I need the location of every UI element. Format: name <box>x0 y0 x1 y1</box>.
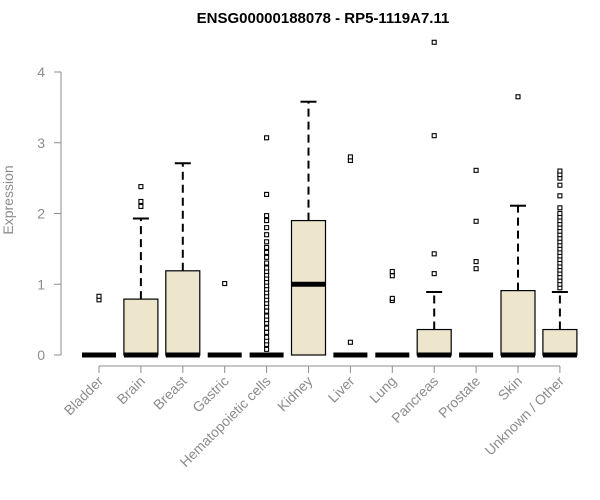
y-tick-label: 3 <box>37 135 45 151</box>
outlier-point <box>557 210 563 217</box>
outlier-point <box>557 182 563 188</box>
y-axis: 0 1 2 3 4 <box>37 64 62 363</box>
outlier-point <box>473 218 479 224</box>
outlier-point <box>138 198 144 205</box>
outlier-point <box>557 168 563 174</box>
y-tick-label: 2 <box>37 206 45 222</box>
box-group <box>500 94 536 358</box>
box-group <box>123 184 159 358</box>
outlier-point <box>347 339 353 345</box>
y-axis-label: Expression <box>0 165 16 234</box>
outlier-point <box>138 203 144 209</box>
outlier-point <box>389 295 395 301</box>
box-group <box>82 293 116 358</box>
box-group <box>207 280 242 358</box>
outlier-point <box>264 225 270 231</box>
x-tick-label: Prostate <box>435 373 483 421</box>
box-group <box>249 135 284 358</box>
outlier-point <box>264 213 270 219</box>
y-tick-label: 1 <box>37 276 45 292</box>
box-group <box>290 100 327 356</box>
outlier-point <box>138 184 144 190</box>
outlier-point <box>96 293 102 299</box>
outlier-point <box>264 218 270 224</box>
outlier-point <box>557 193 563 199</box>
outlier-point <box>473 167 479 173</box>
boxes-layer <box>82 39 578 358</box>
x-tick-label: Kidney <box>274 373 316 415</box>
outlier-point <box>264 346 270 352</box>
y-tick-label: 0 <box>37 347 45 363</box>
chart-title: ENSG00000188078 - RP5-1119A7.11 <box>197 10 450 27</box>
outlier-point <box>264 254 270 260</box>
outlier-point <box>264 191 270 197</box>
outlier-point <box>264 232 270 238</box>
outlier-point <box>431 251 437 257</box>
box-group <box>333 154 368 358</box>
x-tick-label: Unknown / Other <box>481 373 567 459</box>
outlier-point <box>264 244 270 251</box>
outlier-point <box>264 313 270 319</box>
outlier-point <box>222 280 228 287</box>
box-group <box>375 268 410 358</box>
box <box>290 219 327 356</box>
outlier-point <box>264 249 270 255</box>
box <box>500 290 536 356</box>
box <box>165 270 201 356</box>
x-tick-label: Breast <box>150 373 190 413</box>
outlier-point <box>431 133 437 139</box>
outlier-point <box>264 329 270 335</box>
outlier-point <box>389 273 395 279</box>
x-tick-label: Pancreas <box>388 373 441 426</box>
box-group <box>165 162 201 358</box>
box-group <box>542 168 578 358</box>
box <box>416 328 452 356</box>
x-tick-label: Liver <box>325 373 358 406</box>
outlier-point <box>264 308 270 314</box>
outlier-point <box>473 259 479 265</box>
x-tick-label: Bladder <box>61 373 107 419</box>
outlier-point <box>557 205 563 211</box>
outlier-point <box>389 268 395 275</box>
outlier-point <box>431 271 437 277</box>
x-tick-label: Skin <box>495 373 526 404</box>
box-group <box>459 167 494 358</box>
outlier-point <box>515 94 521 100</box>
box <box>542 328 578 356</box>
x-tick-label: Lung <box>366 373 399 406</box>
outlier-point <box>473 266 479 272</box>
outlier-point <box>264 239 270 245</box>
outlier-point <box>347 154 353 160</box>
outlier-point <box>264 135 270 141</box>
outlier-point <box>264 325 270 331</box>
y-tick-label: 4 <box>37 64 45 80</box>
box-group <box>416 39 452 358</box>
x-tick-label: Brain <box>114 373 148 407</box>
outlier-point <box>264 334 270 340</box>
outlier-point <box>264 265 270 271</box>
outlier-point <box>264 260 270 266</box>
box <box>123 298 159 356</box>
outlier-point <box>431 39 437 45</box>
